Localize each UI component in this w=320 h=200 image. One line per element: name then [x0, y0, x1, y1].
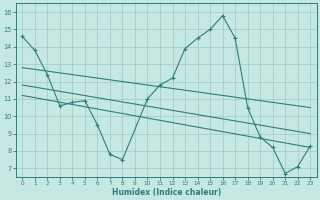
X-axis label: Humidex (Indice chaleur): Humidex (Indice chaleur) — [112, 188, 221, 197]
